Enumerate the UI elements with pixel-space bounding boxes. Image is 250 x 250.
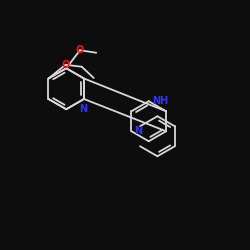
Text: N: N — [79, 104, 87, 114]
Text: O: O — [76, 45, 84, 55]
Text: NH: NH — [152, 96, 168, 106]
Text: O: O — [61, 60, 70, 70]
Text: N: N — [134, 126, 142, 136]
